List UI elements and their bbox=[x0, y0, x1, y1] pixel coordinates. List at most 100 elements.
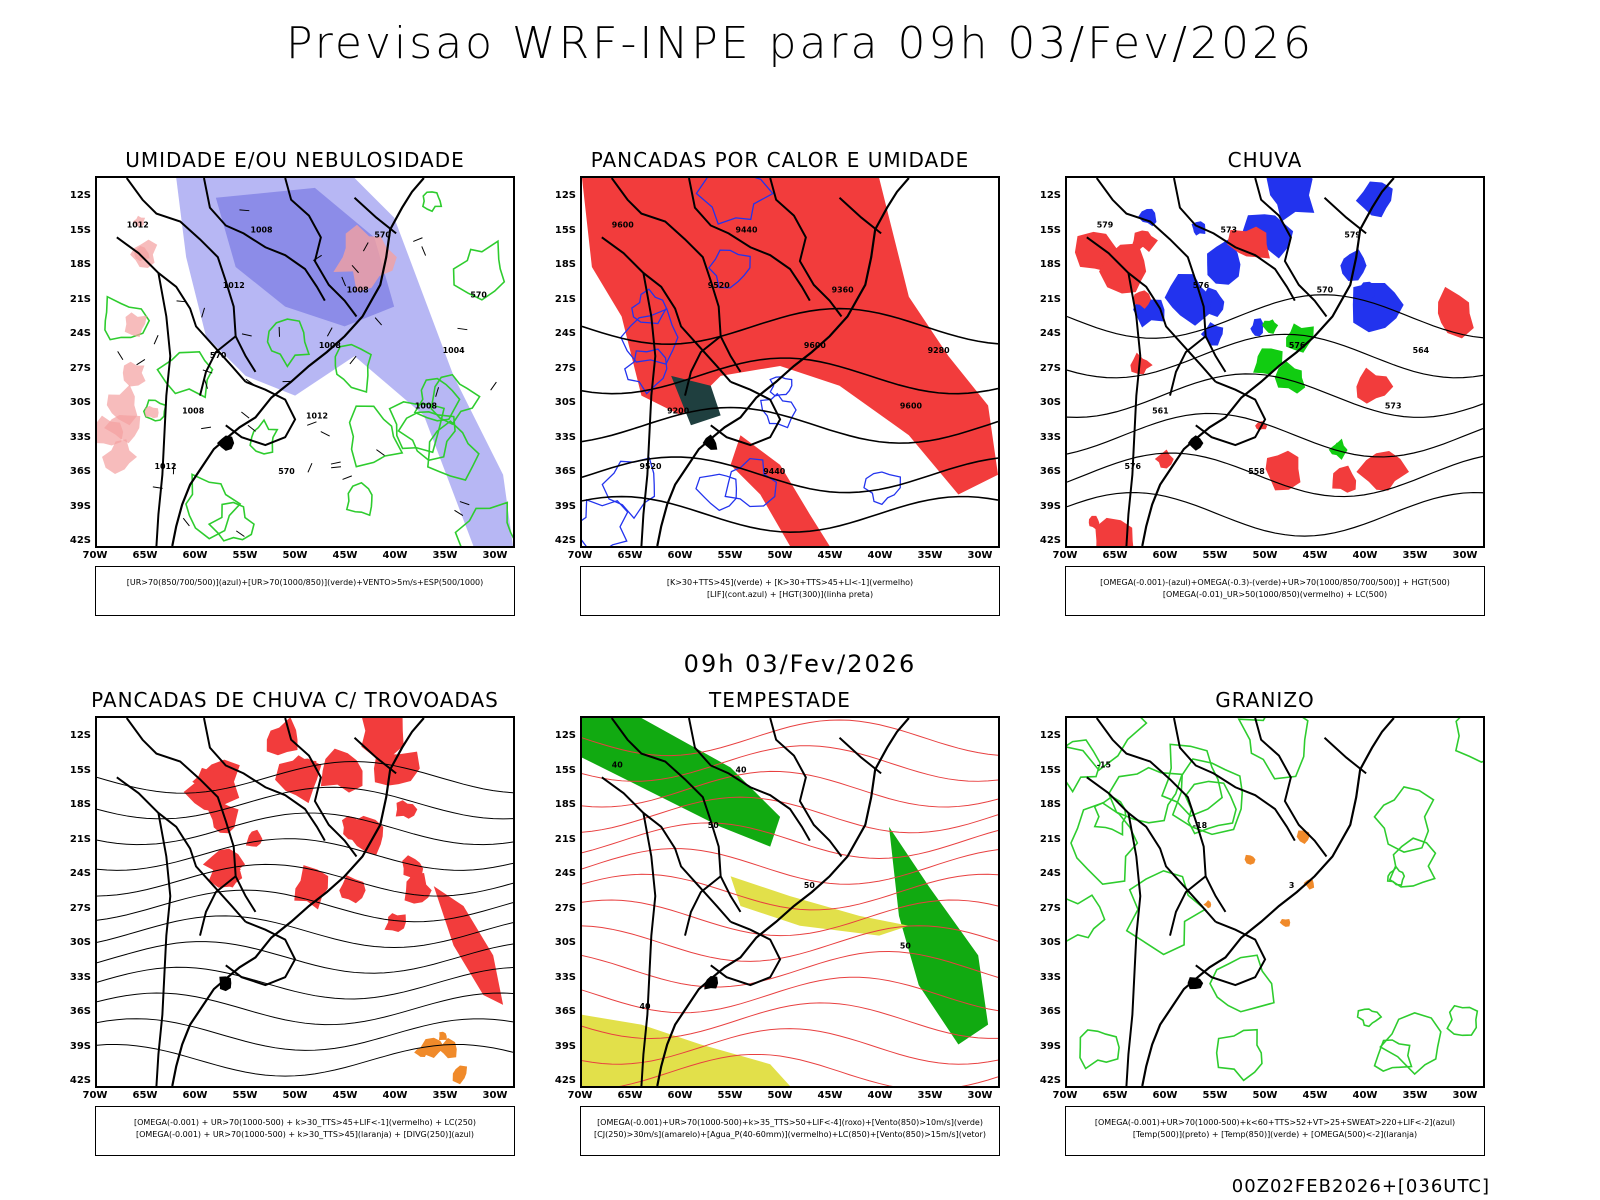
lat-tick-label: 18S bbox=[69, 259, 91, 270]
legend-line: [K>30+TTS>45](verde) + [K>30+TTS>45+LI<-… bbox=[666, 578, 914, 587]
wind-vector bbox=[320, 431, 330, 437]
country-border bbox=[610, 718, 742, 913]
panel-title: UMIDADE E/OU NEBULOSIDADE bbox=[125, 148, 465, 172]
storm-red-area bbox=[395, 800, 418, 819]
contour-label: 9440 bbox=[763, 467, 786, 476]
wind-vector bbox=[351, 265, 359, 274]
humidity-green-contour bbox=[388, 401, 446, 454]
humidity-green-contour bbox=[452, 239, 506, 301]
wind-vector bbox=[349, 355, 357, 365]
hgt500-contour bbox=[1067, 452, 1483, 498]
country-border bbox=[710, 920, 782, 987]
lif-blue-contour bbox=[863, 471, 901, 506]
rain-red-area bbox=[1332, 465, 1357, 493]
country-border bbox=[769, 178, 843, 318]
wind-vector bbox=[342, 475, 352, 480]
lat-tick-label: 15S bbox=[554, 224, 576, 236]
country-border bbox=[684, 875, 722, 936]
temp850-green-contour bbox=[1373, 1039, 1413, 1072]
panel-tempestade: TEMPESTADE 12S 15S 18S 21S 24S 27S 30S 33S 36S 39S… bbox=[540, 688, 1020, 1178]
legend-line: [OMEGA(-0.001)+UR>70(1000-500)+k<60+TTS>… bbox=[1094, 1118, 1456, 1127]
lat-tick-label: 42S bbox=[69, 1075, 91, 1086]
lat-tick-label: 33S bbox=[554, 431, 576, 443]
mid-title: 09h 03/Fev/2026 bbox=[683, 650, 917, 678]
contour-label: 40 bbox=[612, 760, 624, 769]
contour-label: -15 bbox=[1097, 760, 1111, 769]
lon-tick-label: 45W bbox=[817, 550, 843, 561]
lif-blue-contour bbox=[724, 457, 778, 508]
lagoon bbox=[216, 435, 235, 451]
lat-tick-label: 42S bbox=[554, 1075, 576, 1086]
jet-yellow-area bbox=[582, 1014, 790, 1086]
panel-pancadas-trovoadas: PANCADAS DE CHUVA C/ TROVOADAS 12S 15S 18S 2… bbox=[55, 688, 535, 1178]
contour-label: 9600 bbox=[900, 401, 923, 410]
lat-tick-label: 33S bbox=[69, 431, 91, 443]
panel-granizo: GRANIZO 12S 15S 18S 21S 24S 27S 30S 33S 36S 39S 42S… bbox=[1025, 688, 1505, 1178]
country-border bbox=[610, 178, 742, 373]
humidity-green-contour bbox=[266, 318, 311, 368]
contour-label: 561 bbox=[1152, 406, 1169, 415]
omega500-orange-spot bbox=[1296, 830, 1310, 845]
streamline bbox=[97, 1043, 513, 1077]
coastline bbox=[171, 178, 425, 546]
lon-tick-label: 55W bbox=[232, 1090, 258, 1101]
storm-red-area bbox=[206, 800, 239, 834]
lon-tick-label: 35W bbox=[1402, 1090, 1428, 1101]
lc850-red-line bbox=[582, 950, 998, 988]
lat-tick-label: 30S bbox=[69, 937, 91, 948]
storm-red-area bbox=[404, 873, 432, 904]
contour-label: 1008 bbox=[319, 341, 342, 350]
run-timestamp: 00Z02FEB2026+[036UTC] bbox=[1231, 1176, 1490, 1197]
wind-vector bbox=[201, 426, 212, 430]
rain-red-area bbox=[1356, 367, 1394, 404]
wind-vector bbox=[435, 387, 440, 397]
streamline bbox=[97, 1018, 513, 1051]
country-border bbox=[284, 178, 358, 318]
lc850-red-line bbox=[619, 1053, 998, 1086]
contour-label: 1012 bbox=[127, 220, 149, 229]
country-border bbox=[1125, 272, 1142, 546]
wind-vector bbox=[326, 327, 333, 337]
lat-tick-label: 24S bbox=[69, 868, 91, 879]
coastline bbox=[1141, 718, 1395, 1086]
legend-line: [OMEGA(-0.001)-(azul)+OMEGA(-0.3)-(verde… bbox=[1100, 578, 1450, 587]
map-legend: [UR>70(850/700/500)](azul)+[UR>70(1000/8… bbox=[95, 566, 515, 616]
lif-blue-contour bbox=[631, 288, 668, 325]
lat-tick-label: 42S bbox=[1039, 535, 1061, 546]
map-canvas: 40 50 50 50 40 40 bbox=[582, 718, 998, 1086]
lon-tick-label: 35W bbox=[917, 550, 943, 561]
lon-tick-label: 50W bbox=[1252, 1090, 1278, 1101]
red-hatch-area bbox=[130, 239, 158, 269]
temp850-green-contour bbox=[1171, 758, 1244, 836]
thunder-green-area bbox=[671, 375, 721, 426]
streamline bbox=[97, 863, 513, 897]
country-border bbox=[1086, 236, 1217, 383]
map-canvas: 1012 1012 1008 1008 1012 1008 1008 1004 1008 570 5… bbox=[97, 178, 513, 546]
country-border bbox=[1086, 776, 1217, 923]
contour-label: 9360 bbox=[832, 286, 855, 295]
coastline bbox=[1141, 178, 1395, 546]
contour-label: -18 bbox=[1193, 821, 1208, 830]
lagoon bbox=[219, 976, 232, 992]
humidity-green-contour bbox=[207, 501, 255, 542]
legend-line: [OMEGA(-0.001)+UR>70(1000-500)+k>35_TTS>… bbox=[597, 1118, 983, 1127]
lat-tick-label: 15S bbox=[69, 764, 91, 776]
lat-tick-label: 42S bbox=[554, 535, 576, 546]
humidity-green-contour bbox=[421, 191, 443, 213]
omega500-orange-spot bbox=[1279, 919, 1291, 927]
country-border bbox=[1195, 920, 1267, 987]
rain-red-area bbox=[1130, 352, 1153, 375]
red-hatch-area bbox=[102, 439, 138, 474]
country-border bbox=[199, 335, 237, 396]
storm-red-area bbox=[266, 718, 298, 756]
storm-red-area bbox=[433, 886, 504, 1005]
lif-blue-contour bbox=[695, 178, 774, 225]
wind-vector bbox=[341, 276, 347, 287]
temp850-green-contour bbox=[1067, 739, 1102, 794]
lat-tick-label: 12S bbox=[1039, 730, 1061, 741]
wind-vector bbox=[201, 307, 206, 318]
lat-tick-label: 36S bbox=[69, 466, 91, 477]
lat-tick-label: 27S bbox=[1039, 902, 1061, 914]
lat-tick-label: 21S bbox=[69, 293, 91, 305]
lif-blue-contour bbox=[624, 348, 668, 395]
